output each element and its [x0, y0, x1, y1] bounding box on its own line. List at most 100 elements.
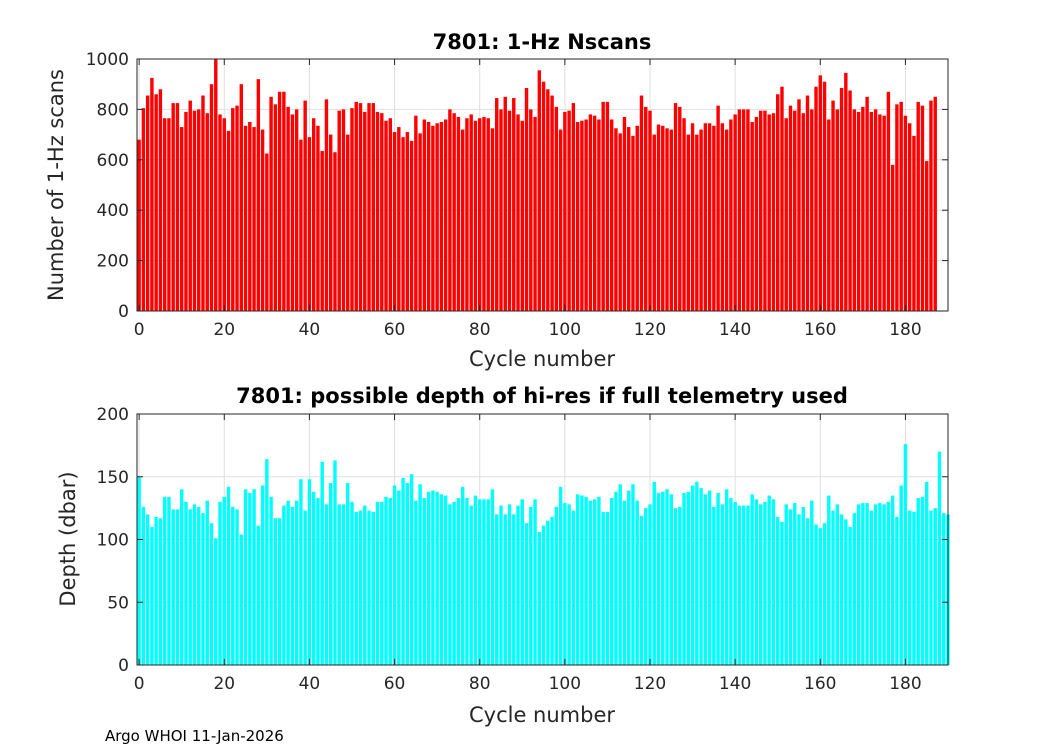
- depth-bar-cycle-6: [162, 496, 167, 665]
- nscans-bar-cycle-173: [873, 109, 878, 312]
- depth-bar-cycle-13: [192, 504, 197, 665]
- nscans-bar-cycle-0: [137, 139, 141, 311]
- nscans-x-tick-label: 80: [469, 320, 491, 340]
- nscans-bar-cycle-117: [635, 125, 639, 311]
- nscans-bar-cycle-36: [290, 114, 295, 311]
- nscans-bar-cycle-75: [456, 116, 461, 312]
- nscans-bar-cycle-121: [652, 134, 656, 311]
- depth-x-tick-label: 120: [634, 674, 666, 694]
- depth-bar-cycle-88: [512, 514, 516, 665]
- depth-bar-cycle-30: [265, 459, 269, 665]
- nscans-y-tick-label: 200: [97, 252, 129, 272]
- nscans-bar-cycle-187: [933, 96, 937, 311]
- nscans-bar-cycle-72: [443, 119, 448, 311]
- depth-bar-cycle-21: [226, 486, 231, 665]
- depth-bar-cycle-123: [661, 491, 665, 665]
- depth-bar-cycle-53: [363, 505, 367, 665]
- nscans-bar-cycle-86: [503, 96, 507, 311]
- depth-bar-cycle-161: [822, 523, 827, 665]
- nscans-bar-cycle-51: [354, 101, 358, 311]
- depth-bar-cycle-141: [737, 505, 742, 665]
- nscans-bar-cycle-147: [763, 110, 767, 311]
- depth-bar-cycle-29: [260, 485, 265, 665]
- depth-bar-cycle-166: [844, 519, 848, 665]
- depth-bar-cycle-114: [622, 500, 627, 665]
- depth-y-tick-label: 150: [97, 468, 129, 488]
- nscans-bar-cycle-184: [920, 105, 925, 312]
- nscans-bar-cycle-166: [844, 72, 848, 311]
- nscans-bar-cycle-68: [426, 122, 431, 311]
- nscans-x-axis-label: Cycle number: [469, 347, 615, 371]
- depth-bar-cycle-28: [256, 525, 261, 665]
- depth-bar-cycle-91: [524, 523, 529, 665]
- depth-bar-cycle-74: [452, 501, 456, 665]
- nscans-bar-cycle-103: [575, 122, 580, 311]
- nscans-bar-cycle-144: [750, 122, 754, 311]
- depth-bar-cycle-90: [520, 499, 524, 665]
- nscans-bar-cycle-27: [252, 127, 256, 311]
- depth-bar-cycle-92: [529, 506, 533, 665]
- depth-bar-cycle-52: [358, 510, 363, 665]
- depth-bar-cycle-63: [405, 483, 410, 665]
- depth-bar-cycle-125: [669, 494, 673, 665]
- nscans-y-tick-label: 600: [97, 151, 129, 171]
- nscans-bar-cycle-92: [529, 109, 533, 312]
- depth-bar-cycle-134: [707, 490, 712, 665]
- depth-bar-cycle-46: [333, 460, 337, 665]
- nscans-bar-cycle-18: [214, 59, 218, 311]
- nscans-bar-cycle-77: [465, 118, 469, 311]
- nscans-bar-cycle-169: [856, 111, 861, 311]
- depth-bar-cycle-165: [839, 514, 844, 665]
- nscans-bar-cycle-54: [367, 103, 371, 311]
- depth-bar-cycle-152: [784, 504, 788, 665]
- depth-bar-cycle-180: [903, 444, 908, 665]
- nscans-bar-cycle-118: [639, 95, 644, 311]
- nscans-bar-cycle-130: [690, 123, 695, 311]
- nscans-bar-cycle-174: [878, 114, 882, 311]
- depth-bars: [137, 444, 950, 666]
- nscans-bar-cycle-126: [673, 103, 678, 311]
- depth-bar-cycle-164: [835, 504, 840, 665]
- depth-bar-cycle-86: [503, 514, 507, 665]
- nscans-bar-cycle-61: [397, 127, 401, 311]
- depth-bar-cycle-41: [311, 491, 316, 665]
- nscans-bar-cycle-12: [188, 100, 192, 311]
- nscans-bar-cycle-40: [307, 137, 312, 311]
- nscans-bar-cycle-111: [609, 119, 614, 311]
- depth-bar-cycle-189: [942, 513, 946, 665]
- depth-bar-cycle-119: [644, 508, 648, 666]
- nscans-bar-cycle-101: [567, 110, 571, 311]
- nscans-bar-cycle-21: [226, 130, 231, 311]
- depth-bar-cycle-117: [635, 500, 639, 665]
- depth-bar-cycle-115: [627, 490, 631, 665]
- depth-bar-cycle-181: [907, 510, 912, 665]
- depth-bar-cycle-120: [648, 504, 652, 665]
- nscans-bar-cycle-73: [448, 109, 452, 312]
- depth-bar-cycle-66: [418, 484, 422, 665]
- depth-bar-cycle-149: [771, 499, 776, 665]
- nscans-bar-cycle-170: [861, 106, 865, 311]
- nscans-y-tick-label: 400: [97, 201, 129, 221]
- depth-bar-cycle-39: [303, 510, 307, 665]
- nscans-y-tick-label: 0: [118, 302, 129, 322]
- nscans-bar-cycle-90: [520, 120, 524, 312]
- depth-bar-cycle-59: [388, 498, 393, 665]
- nscans-bar-cycle-1: [141, 108, 146, 311]
- nscans-bar-cycle-17: [209, 84, 214, 311]
- nscans-bar-cycle-57: [380, 113, 384, 312]
- nscans-bar-cycle-88: [512, 98, 516, 311]
- depth-bar-cycle-51: [354, 511, 358, 665]
- nscans-y-ticks: 0 200 400 600 800 1000: [86, 50, 948, 322]
- depth-bar-cycle-38: [299, 479, 303, 665]
- depth-bar-cycle-44: [324, 504, 329, 665]
- depth-bar-cycle-96: [546, 520, 550, 665]
- footer-credit: Argo WHOI 11-Jan-2026: [105, 727, 284, 745]
- nscans-bar-cycle-10: [180, 127, 184, 311]
- nscans-x-tick-label: 160: [804, 320, 836, 340]
- depth-bar-cycle-26: [248, 493, 252, 665]
- depth-bar-cycle-106: [588, 500, 593, 665]
- depth-bar-cycle-31: [269, 496, 273, 665]
- nscans-bar-cycle-14: [197, 109, 201, 312]
- depth-bar-cycle-4: [154, 516, 158, 665]
- depth-x-tick-label: 0: [134, 674, 145, 694]
